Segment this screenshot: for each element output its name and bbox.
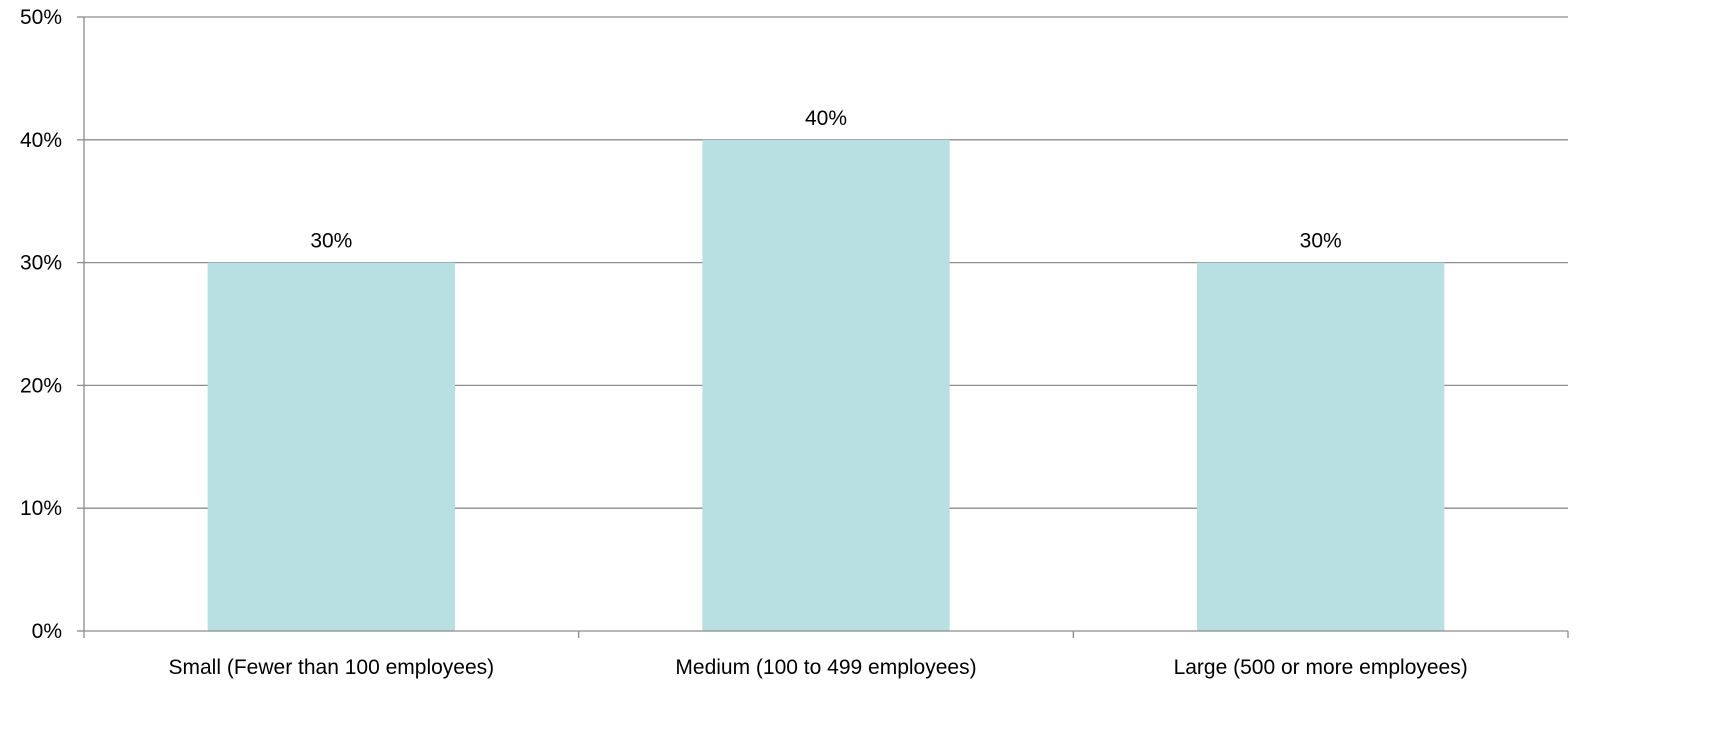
y-axis-tick-labels: 0% 10% 20% 30% 40% 50%: [20, 6, 62, 643]
y-tick-label: 20%: [20, 374, 62, 397]
axes: [77, 16, 1569, 638]
data-label: 40%: [805, 107, 847, 130]
bars: [207, 139, 1445, 632]
x-tick-label: Small (Fewer than 100 employees): [169, 656, 495, 679]
y-tick-label: 50%: [20, 6, 62, 29]
x-tick-label: Medium (100 to 499 employees): [675, 656, 976, 679]
bar: [1197, 262, 1445, 631]
x-axis-tick-labels: Small (Fewer than 100 employees) Medium (…: [169, 656, 1468, 679]
bar: [702, 139, 950, 632]
data-labels: 30% 40% 30%: [310, 107, 1341, 253]
data-label: 30%: [310, 230, 352, 253]
y-tick-label: 30%: [20, 252, 62, 275]
bar: [207, 262, 455, 631]
y-tick-label: 0%: [32, 620, 62, 643]
data-label: 30%: [1300, 230, 1342, 253]
y-tick-label: 40%: [20, 129, 62, 152]
y-tick-label: 10%: [20, 497, 62, 520]
x-tick-label: Large (500 or more employees): [1174, 656, 1468, 679]
